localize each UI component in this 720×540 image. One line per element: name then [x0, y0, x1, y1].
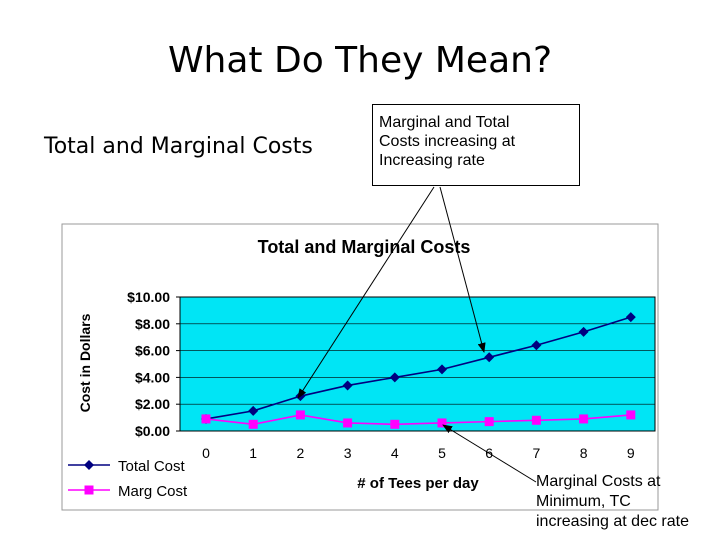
callout-note-marginal-minimum: Marginal Costs at Minimum, TC increasing… [536, 472, 720, 532]
legend-label: Marg Cost [118, 483, 188, 500]
x-tick-label: 7 [533, 445, 541, 461]
y-tick-label: $8.00 [135, 316, 170, 332]
x-tick-label: 4 [391, 445, 399, 461]
callout-line: Increasing rate [379, 152, 485, 169]
x-axis-label: # of Tees per day [357, 475, 479, 492]
y-tick-label: $0.00 [135, 423, 170, 439]
gridlines [180, 323, 655, 405]
callout-arrow-to-total-cost-2 [297, 186, 435, 399]
data-point-marg-cost [437, 418, 447, 428]
data-point-marg-cost [248, 419, 258, 429]
y-axis-ticks: $0.00 $2.00 $4.00 $6.00 $8.00 $10.00 [127, 289, 180, 439]
series-layer [201, 312, 636, 429]
x-tick-label: 2 [297, 445, 305, 461]
y-tick-label: $4.00 [135, 369, 170, 385]
callout-arrow-to-total-cost-6 [439, 186, 486, 353]
legend-marker [84, 485, 94, 495]
data-point-marg-cost [579, 414, 589, 424]
data-point-marg-cost [295, 410, 305, 420]
series-line [205, 414, 631, 426]
data-point-total-cost [578, 326, 589, 337]
callout-arrow-to-marg-cost-min [442, 424, 537, 483]
series-line [205, 316, 632, 420]
x-tick-label: 3 [344, 445, 352, 461]
data-point-total-cost [531, 340, 542, 351]
data-point-total-cost [342, 380, 353, 391]
x-tick-label: 1 [249, 445, 257, 461]
y-tick-label: $6.00 [135, 343, 170, 359]
data-point-total-cost [389, 372, 400, 383]
data-point-marg-cost [484, 417, 494, 427]
legend-marker [84, 460, 94, 470]
data-point-marg-cost [626, 410, 636, 420]
note-line: increasing at dec rate [536, 513, 689, 530]
slide-title: What Do They Mean? [167, 40, 553, 81]
chart-title: Total and Marginal Costs [258, 237, 471, 257]
data-point-total-cost [625, 312, 636, 323]
data-point-marg-cost [343, 418, 353, 428]
callout-box-increasing-rate: Marginal and Total Costs increasing at I… [372, 104, 580, 186]
slide-subtitle: Total and Marginal Costs [44, 134, 313, 159]
legend-label: Total Cost [118, 458, 186, 475]
x-tick-label: 8 [580, 445, 588, 461]
callout-line: Costs increasing at [379, 133, 516, 150]
x-tick-label: 9 [627, 445, 635, 461]
note-line: Marginal Costs at [536, 473, 661, 490]
data-point-marg-cost [201, 414, 211, 424]
legend: Total Cost Marg Cost [68, 458, 188, 500]
callout-line: Marginal and Total [379, 114, 510, 131]
y-axis-label: Cost in Dollars [77, 313, 93, 412]
x-tick-label: 5 [438, 445, 446, 461]
y-tick-label: $2.00 [135, 396, 170, 412]
data-point-total-cost [437, 364, 447, 375]
x-tick-label: 0 [202, 445, 210, 461]
note-line: Minimum, TC [536, 493, 631, 510]
data-point-total-cost [484, 352, 495, 363]
data-point-marg-cost [531, 415, 541, 425]
y-tick-label: $10.00 [127, 289, 170, 305]
data-point-marg-cost [390, 419, 400, 429]
data-point-total-cost [248, 405, 259, 416]
